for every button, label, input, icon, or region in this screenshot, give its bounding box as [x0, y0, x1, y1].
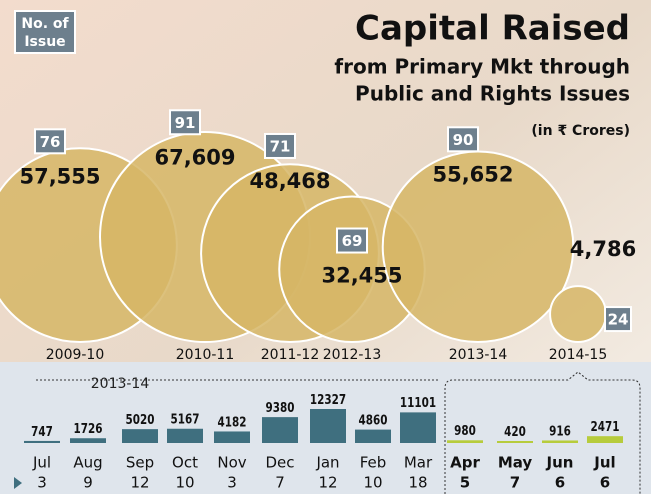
- value-label: 980: [454, 423, 476, 438]
- value-label: 32,455: [321, 264, 402, 288]
- value-label: 2471: [591, 419, 620, 434]
- value-label: 48,468: [249, 169, 330, 193]
- x-tick-label: Apr: [450, 454, 480, 472]
- issue-count: 90: [453, 131, 474, 149]
- bar: [355, 429, 391, 443]
- x-tick-label: Mar: [404, 454, 433, 472]
- subtitle: Public and Rights Issues: [355, 82, 630, 106]
- value-label: 5167: [171, 411, 200, 426]
- bar: [542, 440, 578, 443]
- value-label: 1726: [74, 421, 103, 436]
- issue-count: 3: [227, 474, 237, 492]
- issue-count: 12: [318, 474, 337, 492]
- issue-count: 5: [460, 474, 470, 492]
- issue-count: 12: [130, 474, 149, 492]
- x-tick-label: Jan: [315, 454, 339, 472]
- issue-badge: [34, 128, 66, 155]
- x-tick-label: Nov: [217, 454, 246, 472]
- issue-count: 24: [608, 311, 629, 329]
- value-label: 4,786: [570, 237, 636, 261]
- issue-count: 3: [37, 474, 47, 492]
- unit-label: (in ₹ Crores): [531, 123, 630, 139]
- issue-badge: [264, 132, 296, 159]
- x-tick-label: Sep: [126, 454, 154, 472]
- x-tick-label: May: [498, 454, 533, 472]
- x-tick-label: Jun: [546, 454, 574, 472]
- value-label: 57,555: [19, 164, 100, 188]
- legend-badge: No. of Issue: [14, 10, 76, 54]
- issue-count: 7: [275, 474, 285, 492]
- group-bracket: [444, 371, 641, 494]
- row-marker: [14, 477, 22, 489]
- value-label: 55,652: [432, 162, 513, 186]
- bar: [167, 428, 203, 443]
- subtitle: from Primary Mkt through: [334, 55, 630, 79]
- issue-badge: [336, 227, 368, 254]
- issue-count: 69: [342, 232, 363, 250]
- x-tick-label: Jul: [593, 454, 615, 472]
- value-label: 67,609: [154, 145, 235, 169]
- issue-count: 10: [175, 474, 194, 492]
- value-label: 5020: [126, 412, 155, 427]
- issue-count: 6: [555, 474, 565, 492]
- group-label: 2013-14: [91, 376, 150, 392]
- issue-badge: [604, 306, 632, 333]
- issue-count: 91: [175, 114, 196, 132]
- x-tick-label: 2012-13: [323, 347, 382, 363]
- x-tick-label: Aug: [73, 454, 102, 472]
- value-label: 420: [504, 424, 526, 439]
- value-label: 4182: [218, 414, 247, 429]
- issue-badge: [169, 109, 201, 136]
- bar: [497, 441, 533, 443]
- x-tick-label: Jul: [32, 454, 51, 472]
- issue-count: 6: [600, 474, 610, 492]
- value-label: 11101: [400, 395, 436, 410]
- x-tick-label: Oct: [172, 454, 198, 472]
- x-tick-label: 2009-10: [46, 347, 105, 363]
- bar: [310, 409, 346, 443]
- issue-count: 18: [408, 474, 427, 492]
- bar: [122, 429, 158, 443]
- value-label: 4860: [359, 412, 388, 427]
- bar: [447, 440, 483, 443]
- title: Capital Raised: [355, 9, 630, 49]
- value-label: 747: [31, 424, 53, 439]
- issue-count: 10: [363, 474, 382, 492]
- bar: [262, 417, 298, 443]
- bar: [24, 440, 60, 443]
- issue-badge: [447, 126, 479, 153]
- x-tick-label: Dec: [265, 454, 294, 472]
- x-tick-label: 2014-15: [549, 347, 608, 363]
- issue-count: 71: [270, 137, 291, 155]
- value-label: 12327: [310, 392, 346, 407]
- issue-count: 9: [83, 474, 93, 492]
- value-label: 9380: [266, 400, 295, 415]
- issue-count: 76: [40, 133, 61, 151]
- bubble: [549, 285, 607, 344]
- bar: [214, 431, 250, 443]
- x-tick-label: Feb: [360, 454, 387, 472]
- bar: [587, 436, 623, 443]
- x-tick-label: 2013-14: [449, 347, 508, 363]
- bar: [400, 412, 436, 443]
- bar: [70, 438, 106, 443]
- issue-count: 7: [510, 474, 520, 492]
- value-label: 916: [549, 423, 571, 438]
- x-tick-label: 2011-12: [261, 347, 320, 363]
- x-tick-label: 2010-11: [176, 347, 235, 363]
